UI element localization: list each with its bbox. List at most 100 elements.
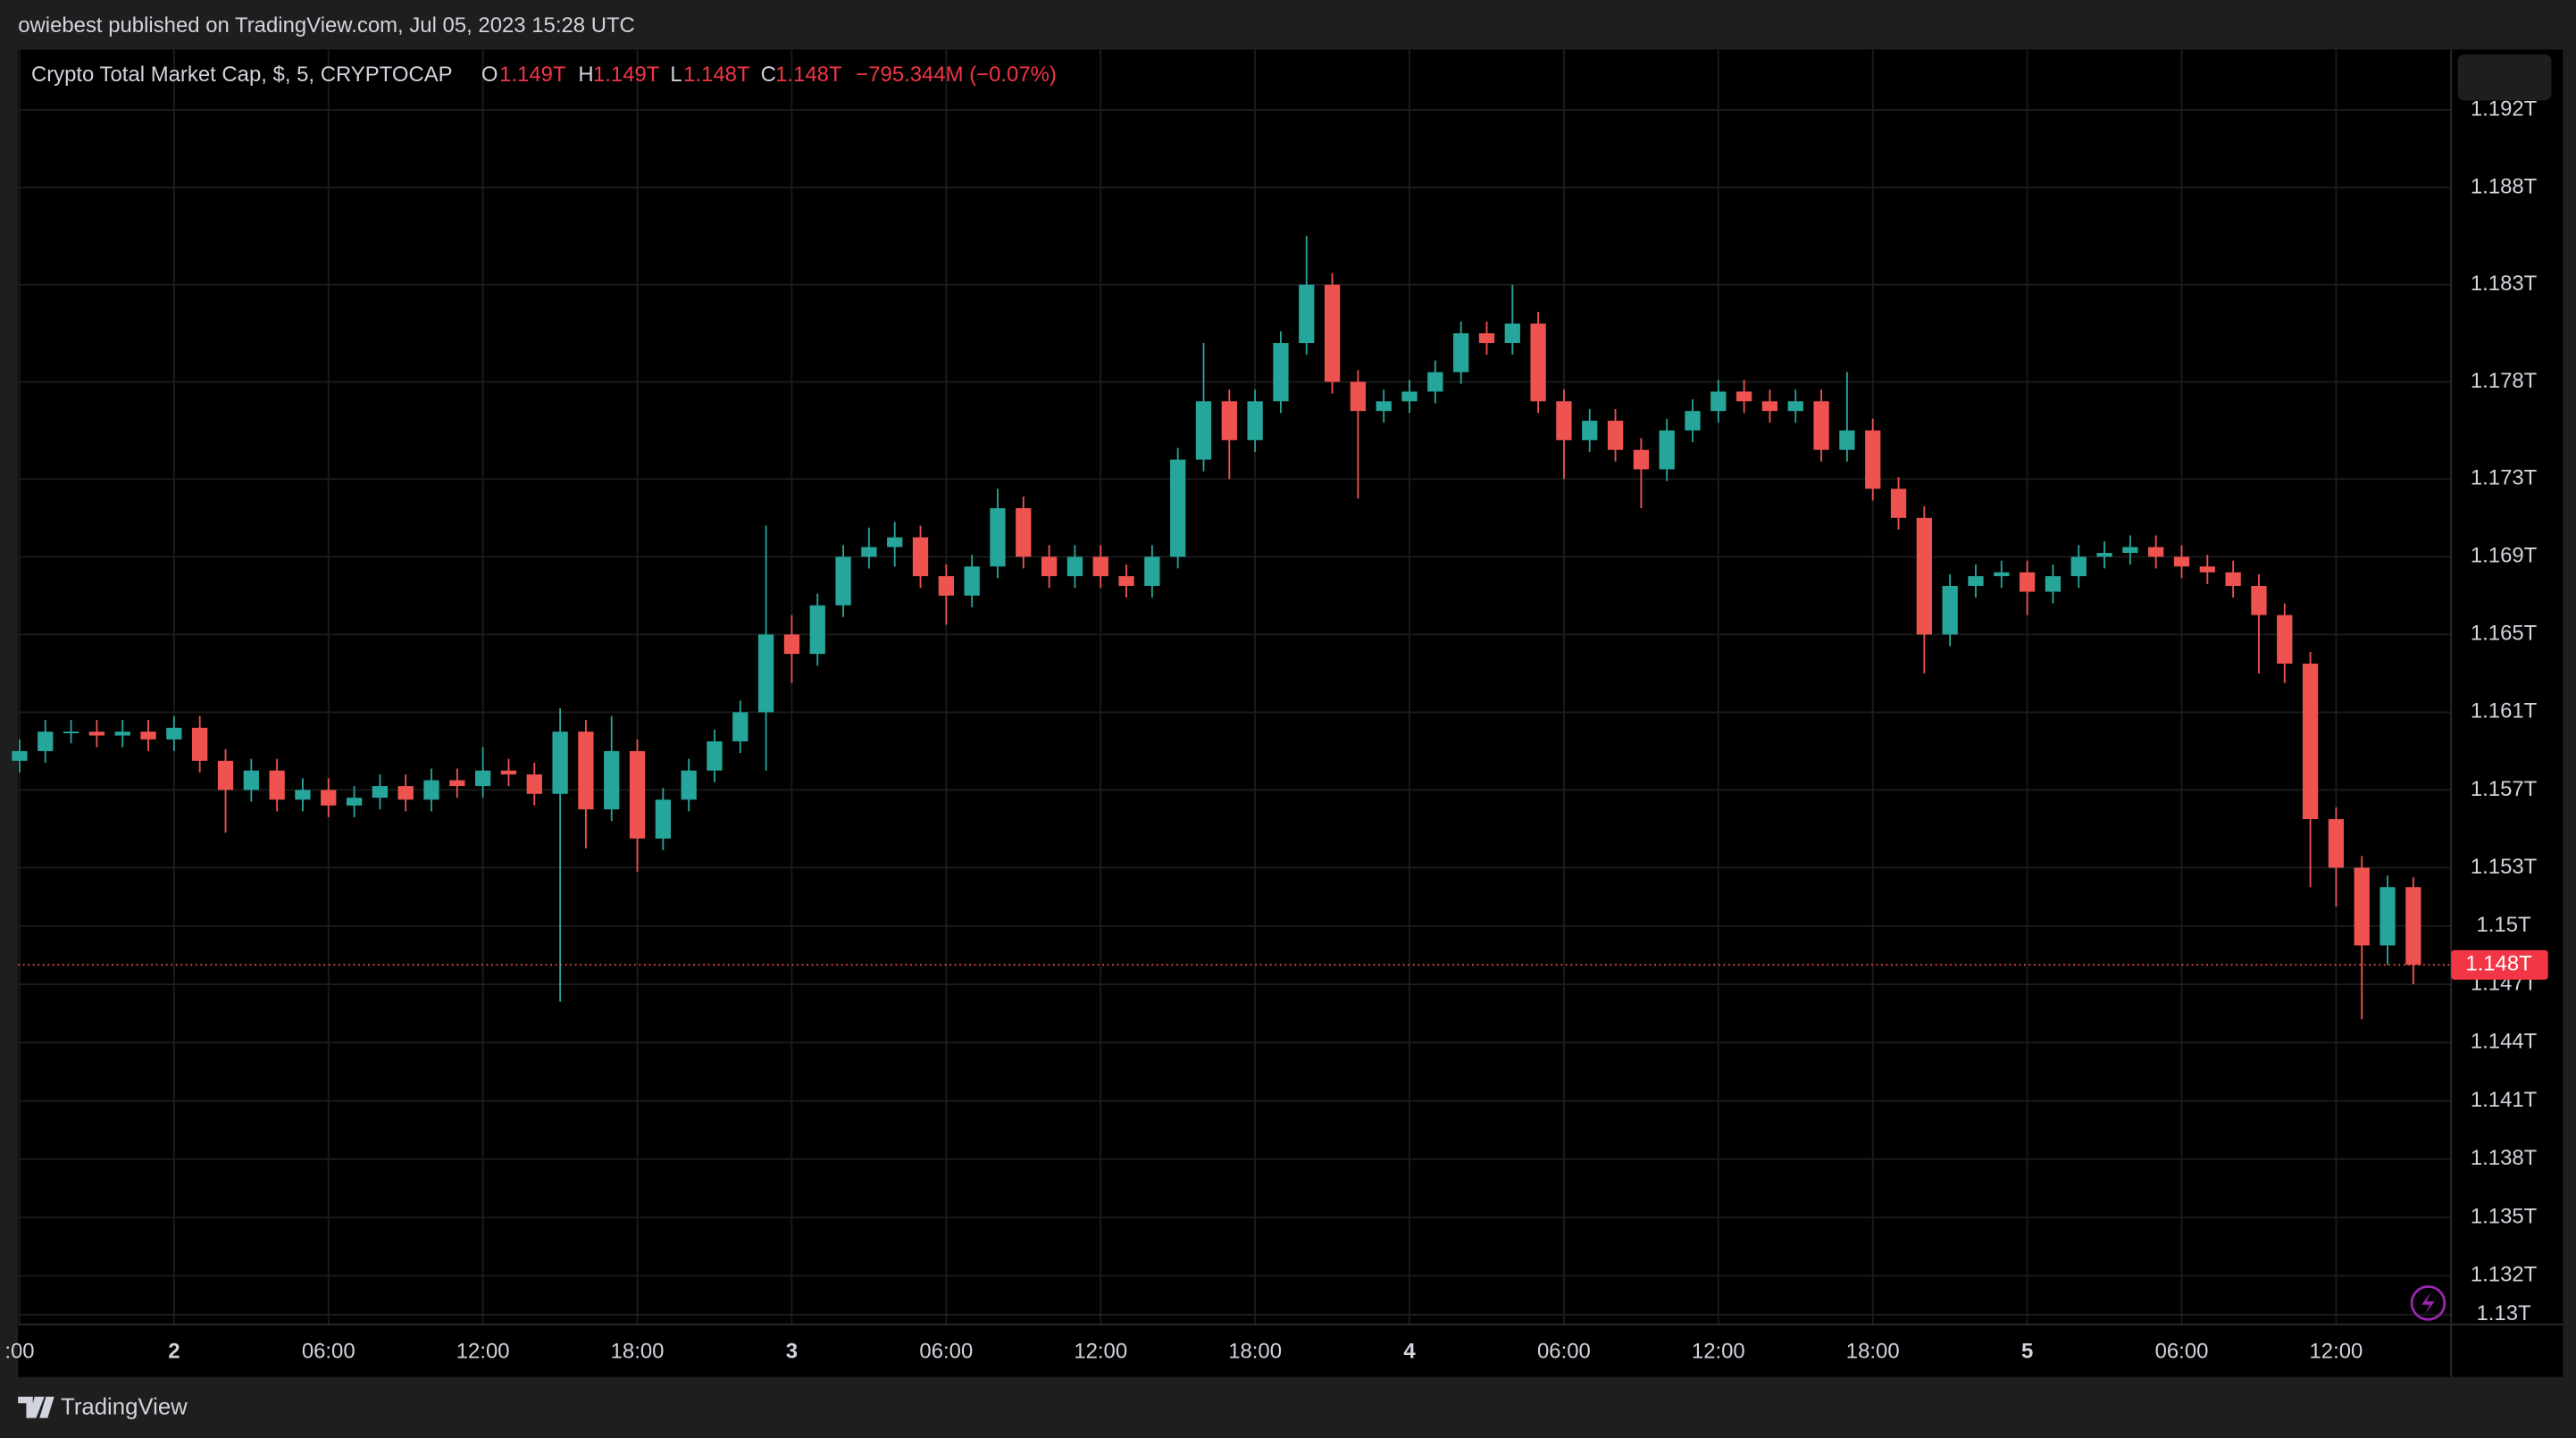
alert-icon[interactable] (2410, 1285, 2446, 1321)
symbol-title: Crypto Total Market Cap, $, 5, CRYPTOCAP (31, 63, 453, 87)
ohlc-key: O (481, 63, 498, 87)
y-tick-label: 1.153T (2471, 855, 2538, 879)
x-tick-label: 06:00 (302, 1339, 355, 1363)
candle-body (2122, 547, 2138, 554)
x-tick-label: 12:00 (1074, 1339, 1127, 1363)
candle-body (2302, 664, 2319, 820)
candle-body (2199, 566, 2215, 573)
candle-body (604, 750, 620, 810)
candle-body (783, 634, 800, 655)
candle-body (1582, 421, 1598, 440)
candle-body (1504, 323, 1520, 344)
candle-body (2173, 556, 2190, 567)
candle-body (2045, 576, 2062, 592)
candle-body (732, 712, 749, 742)
candle-body (1041, 556, 1058, 577)
candle-body (681, 770, 697, 800)
candle-body (166, 727, 182, 740)
y-tick-label: 1.161T (2471, 699, 2538, 723)
y-tick-label: 1.132T (2471, 1263, 2538, 1287)
y-tick-label: 1.144T (2471, 1030, 2538, 1054)
ohlc-value: 1.149T (593, 63, 660, 87)
candle-body (12, 750, 28, 761)
candle-body (1839, 430, 1855, 450)
candle-body (2019, 572, 2036, 592)
candle-body (2251, 585, 2267, 615)
candle-body (449, 780, 465, 787)
candle-body (63, 732, 79, 734)
y-tick-label: 1.138T (2471, 1146, 2538, 1170)
candle-body (1968, 576, 1984, 586)
candle-body (1633, 449, 1650, 470)
candle-body (1350, 381, 1367, 412)
x-tick-label: 18:00 (611, 1339, 665, 1363)
candle-body (912, 537, 929, 577)
candle-body (217, 760, 234, 790)
x-tick-label: 2 (168, 1339, 180, 1363)
candle-body (1787, 401, 1803, 412)
ohlc-key: H (578, 63, 593, 87)
y-tick-label: 1.135T (2471, 1204, 2538, 1228)
candle-body (1324, 284, 1341, 382)
candle-body (2225, 572, 2241, 586)
candle-body (1659, 430, 1675, 470)
x-tick-label: 4 (1403, 1339, 1416, 1363)
candle-body (1118, 576, 1134, 586)
candle-body (1916, 517, 1932, 635)
candle-body (2379, 887, 2396, 946)
candle-body (757, 634, 774, 713)
candle-body (526, 774, 542, 794)
candle-body (372, 786, 389, 798)
y-tick-label: 1.13T (2477, 1301, 2532, 1325)
candle-body (269, 770, 285, 800)
settings-button[interactable] (2457, 54, 2552, 101)
candle-body (2405, 887, 2421, 966)
candle-body (629, 750, 646, 839)
candle-body (1016, 507, 1032, 557)
x-tick-label: 06:00 (2155, 1339, 2209, 1363)
candle-body (423, 780, 439, 800)
candle-body (1761, 401, 1778, 412)
y-tick-label: 1.188T (2471, 174, 2538, 198)
x-tick-label: 5 (2021, 1339, 2033, 1363)
candle-body (861, 547, 877, 557)
change-label: −795.344M (−0.07%) (856, 63, 1057, 87)
y-tick-label: 1.15T (2477, 913, 2532, 937)
candle-body (500, 770, 517, 775)
x-tick-label: 12:00 (456, 1339, 510, 1363)
candle-body (835, 556, 851, 606)
candle-body (1813, 401, 1829, 450)
candle-body (964, 566, 980, 596)
candle-body (1427, 372, 1443, 392)
candle-body (1530, 323, 1546, 402)
candle-body (1170, 459, 1186, 557)
x-tick-label: 12:00 (2309, 1339, 2363, 1363)
candle-body (655, 799, 672, 839)
ohlc-value: 1.148T (775, 63, 842, 87)
candle-body (1556, 401, 1572, 440)
y-tick-label: 1.192T (2471, 96, 2538, 121)
ohlc-value: 1.148T (683, 63, 750, 87)
candle-body (1607, 421, 1624, 450)
candle-body (2354, 867, 2370, 946)
candle-body (809, 605, 825, 655)
x-tick-label: 12:00 (1692, 1339, 1745, 1363)
publisher-line: owiebest published on TradingView.com, J… (18, 13, 635, 38)
candle-body (1273, 343, 1289, 402)
candle-body (990, 507, 1006, 567)
candle-body (475, 770, 491, 787)
candle-body (1942, 585, 1958, 635)
candle-body (1865, 430, 1881, 489)
ohlc-key: L (670, 63, 682, 87)
candle-body (1735, 391, 1752, 402)
candle-body (397, 786, 414, 800)
candles (12, 236, 2452, 1020)
last-price-tag (2451, 949, 2548, 980)
candle-body (38, 732, 54, 751)
alert-icon-bolt (2421, 1291, 2435, 1315)
x-tick-label: 3 (786, 1339, 798, 1363)
y-tick-label: 1.169T (2471, 544, 2538, 568)
candle-body (2328, 819, 2345, 868)
